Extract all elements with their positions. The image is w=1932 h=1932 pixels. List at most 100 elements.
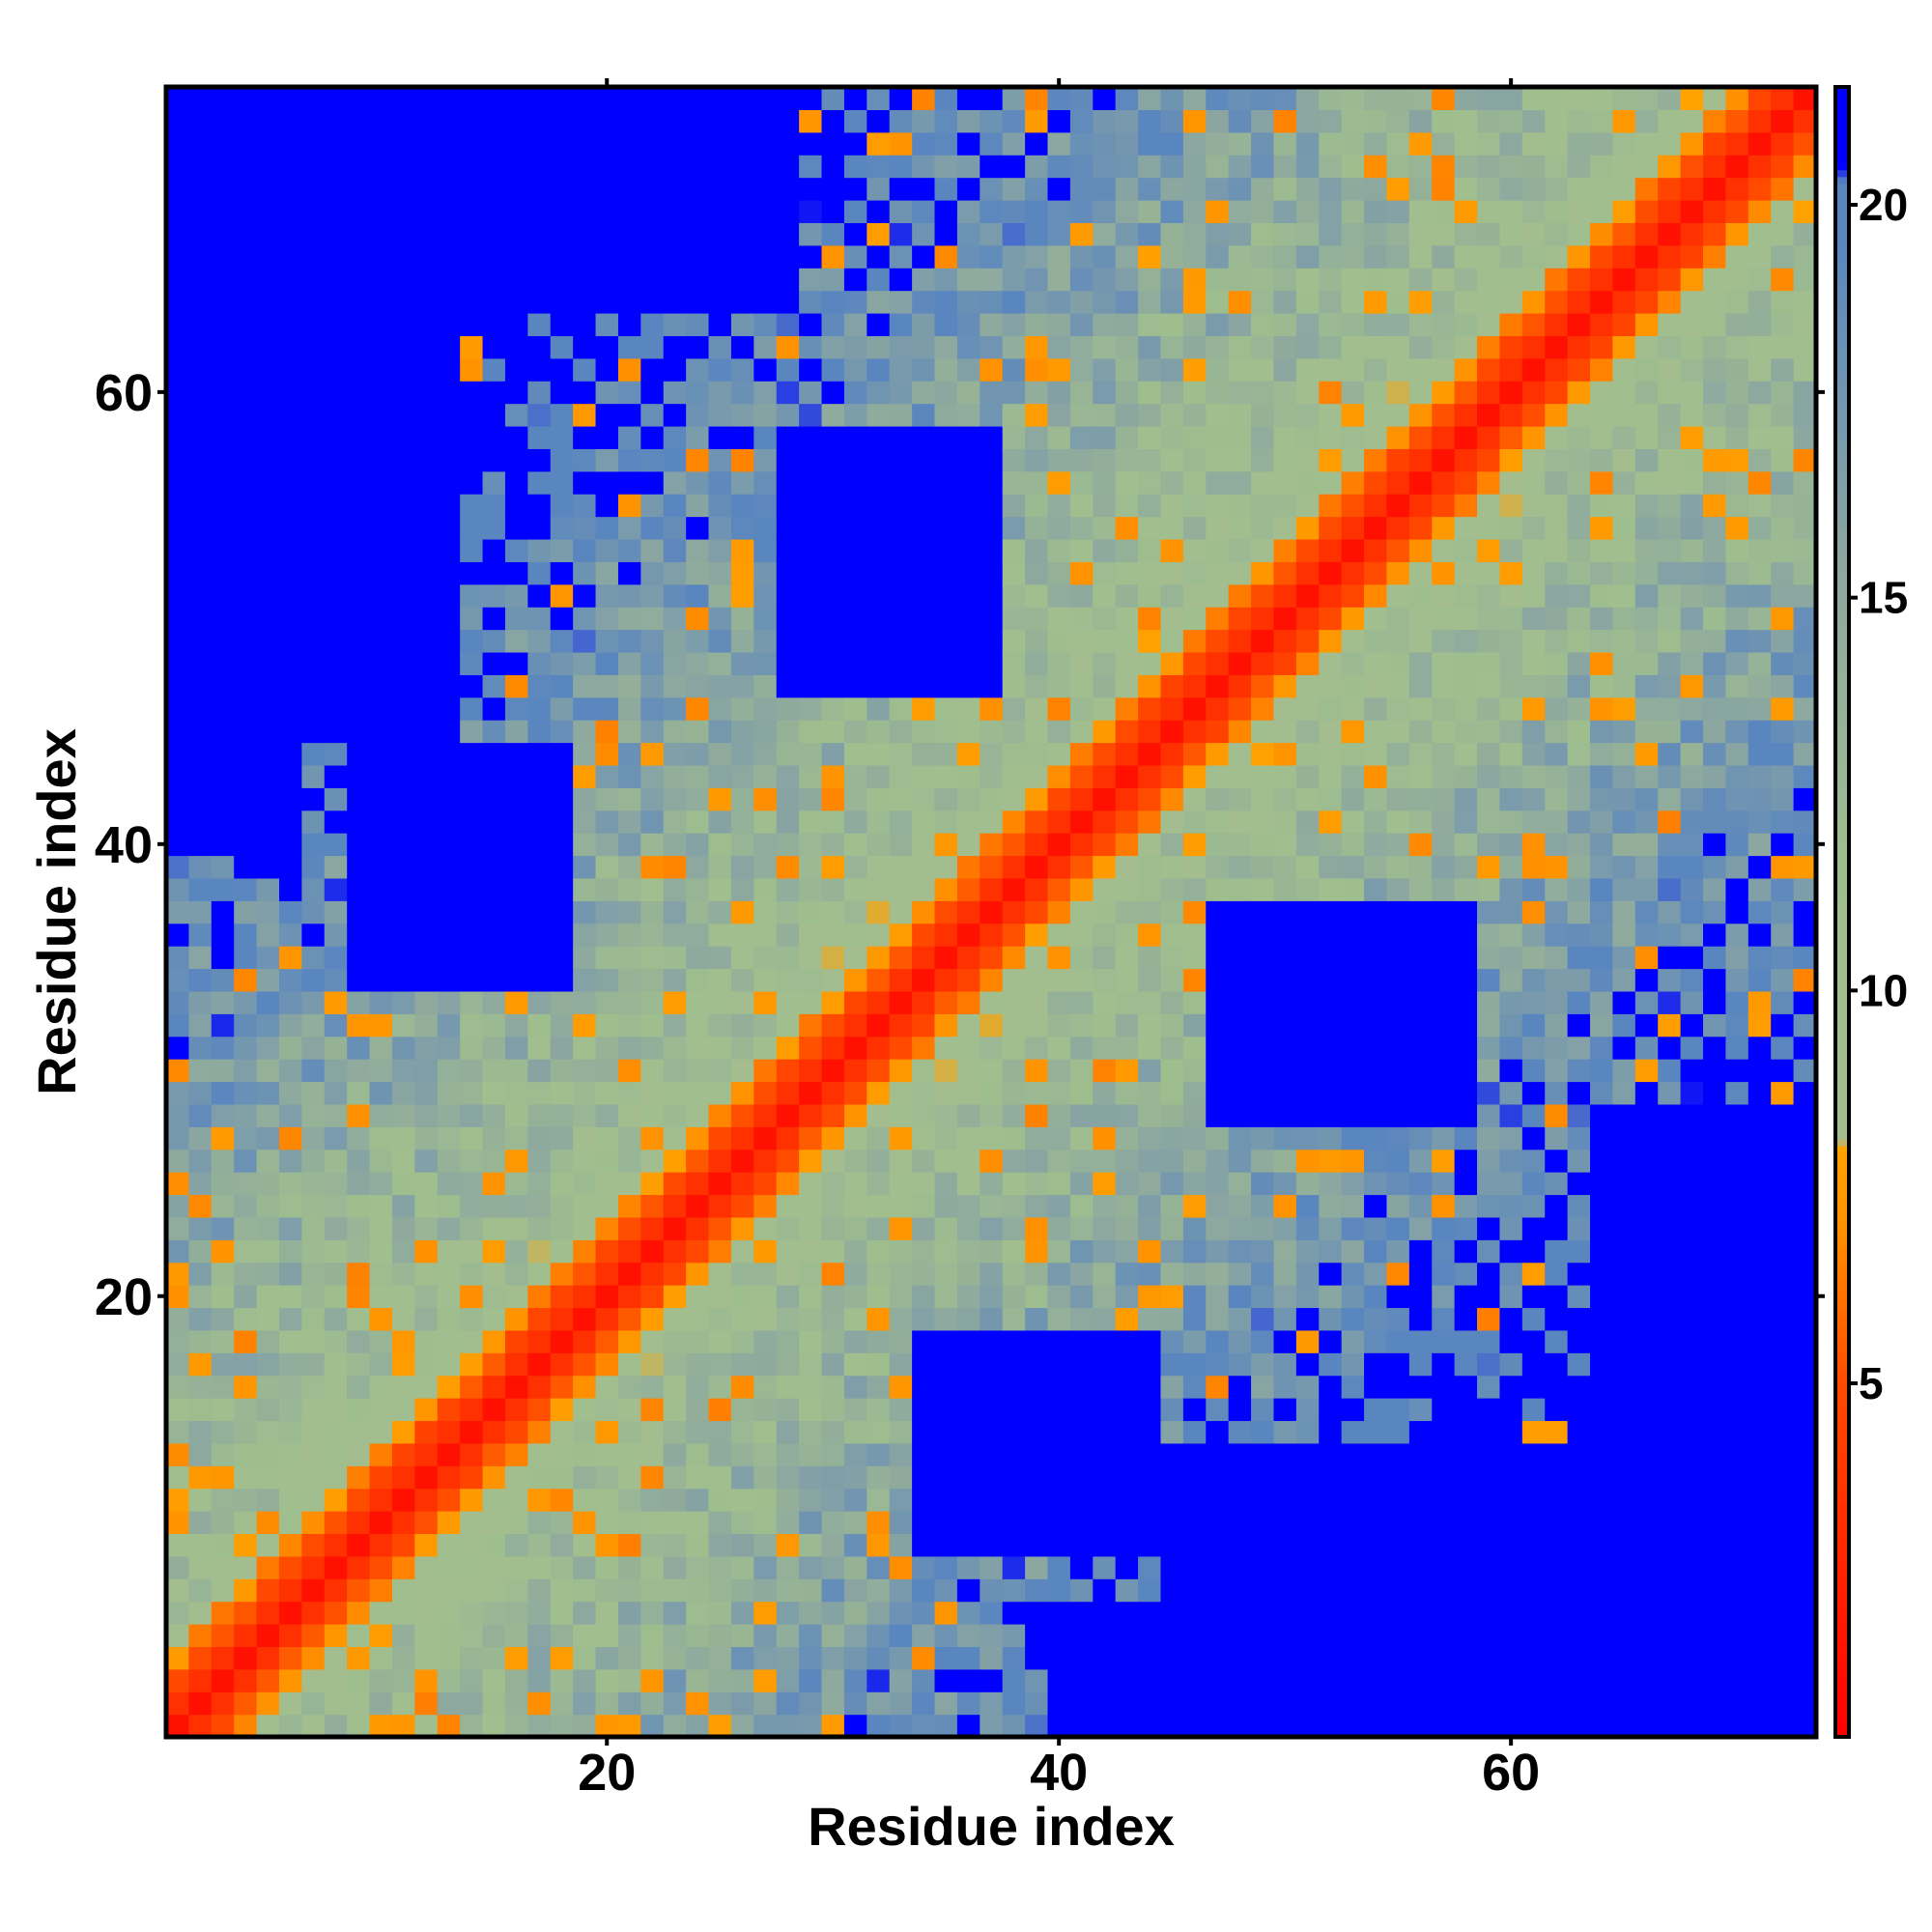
- heatmap-cell: [799, 1172, 823, 1196]
- heatmap-cell: [324, 651, 348, 675]
- heatmap-cell: [617, 607, 641, 631]
- heatmap-cell: [1658, 968, 1682, 992]
- heatmap-cell: [1069, 607, 1094, 631]
- heatmap-cell: [980, 968, 1004, 992]
- heatmap-cell: [640, 448, 665, 472]
- heatmap-cell: [391, 742, 415, 766]
- heatmap-cell: [1025, 1442, 1049, 1466]
- heatmap-cell: [1295, 1691, 1320, 1716]
- heatmap-cell: [912, 335, 936, 359]
- heatmap-cell: [1273, 810, 1297, 834]
- heatmap-cell: [1206, 1442, 1230, 1466]
- heatmap-cell: [1115, 1624, 1139, 1648]
- heatmap-cell: [1364, 1375, 1388, 1399]
- heatmap-cell: [414, 131, 439, 156]
- heatmap-cell: [1273, 1216, 1297, 1240]
- heatmap-cell: [301, 177, 326, 201]
- heatmap-cell: [1703, 1126, 1727, 1151]
- heatmap-cell: [640, 1465, 665, 1490]
- heatmap-cell: [1658, 199, 1682, 223]
- heatmap-cell: [347, 516, 371, 540]
- heatmap-cell: [867, 381, 891, 405]
- heatmap-cell: [1069, 1013, 1094, 1037]
- heatmap-cell: [1567, 764, 1591, 788]
- heatmap-cell: [1206, 877, 1230, 901]
- heatmap-cell: [1047, 1239, 1071, 1264]
- heatmap-cell: [1341, 1714, 1365, 1738]
- heatmap-cell: [1273, 877, 1297, 901]
- heatmap-cell: [1069, 494, 1094, 518]
- heatmap-cell: [188, 1081, 213, 1105]
- heatmap-cell: [369, 833, 393, 857]
- heatmap-cell: [1206, 1262, 1230, 1286]
- heatmap-cell: [211, 1194, 235, 1218]
- heatmap-cell: [324, 968, 348, 992]
- heatmap-cell: [1093, 1036, 1117, 1060]
- heatmap-cell: [234, 1668, 258, 1692]
- heatmap-cell: [1160, 470, 1184, 495]
- heatmap-cell: [369, 244, 393, 269]
- heatmap-cell: [1499, 494, 1523, 518]
- heatmap-cell: [1477, 1307, 1501, 1331]
- heatmap-cell: [1477, 1691, 1501, 1716]
- heatmap-cell: [324, 1307, 348, 1331]
- heatmap-cell: [1138, 1036, 1162, 1060]
- heatmap-cell: [1364, 720, 1388, 744]
- heatmap-cell: [799, 946, 823, 970]
- heatmap-cell: [799, 607, 823, 631]
- heatmap-cell: [1680, 877, 1704, 901]
- heatmap-cell: [1138, 1578, 1162, 1603]
- heatmap-cell: [821, 651, 845, 675]
- heatmap-cell: [912, 268, 936, 292]
- heatmap-cell: [1182, 177, 1207, 201]
- heatmap-cell: [1002, 923, 1026, 947]
- heatmap-cell: [414, 1307, 439, 1331]
- heatmap-cell: [1634, 1555, 1659, 1579]
- heatmap-cell: [799, 1329, 823, 1353]
- heatmap-cell: [730, 855, 754, 879]
- heatmap-cell: [391, 335, 415, 359]
- heatmap-cell: [889, 1036, 913, 1060]
- heatmap-cell: [686, 357, 710, 382]
- heatmap-cell: [730, 1194, 754, 1218]
- heatmap-cell: [369, 1465, 393, 1490]
- heatmap-cell: [1295, 1624, 1320, 1648]
- heatmap-cell: [1477, 538, 1501, 562]
- heatmap-cell: [1228, 1465, 1252, 1490]
- heatmap-cell: [1047, 696, 1071, 721]
- heatmap-cell: [1069, 1442, 1094, 1466]
- heatmap-cell: [1612, 538, 1636, 562]
- heatmap-cell: [1228, 1216, 1252, 1240]
- heatmap-cell: [821, 1668, 845, 1692]
- heatmap-cell: [278, 946, 302, 970]
- heatmap-cell: [482, 222, 506, 246]
- heatmap-cell: [595, 674, 619, 698]
- heatmap-cell: [324, 1375, 348, 1399]
- heatmap-cell: [1319, 1398, 1343, 1422]
- heatmap-cell: [1658, 1013, 1682, 1037]
- heatmap-cell: [437, 1578, 461, 1603]
- heatmap-cell: [1567, 1465, 1591, 1490]
- heatmap-cell: [1182, 810, 1207, 834]
- heatmap-cell: [278, 990, 302, 1014]
- heatmap-cell: [391, 199, 415, 223]
- heatmap-cell: [708, 1442, 732, 1466]
- heatmap-cell: [188, 448, 213, 472]
- heatmap-cell: [1047, 516, 1071, 540]
- heatmap-cell: [980, 1126, 1004, 1151]
- heatmap-cell: [1634, 1691, 1659, 1716]
- heatmap-cell: [527, 1352, 552, 1377]
- heatmap-cell: [686, 607, 710, 631]
- heatmap-cell: [1069, 268, 1094, 292]
- heatmap-cell: [1658, 470, 1682, 495]
- heatmap-cell: [1499, 742, 1523, 766]
- heatmap-cell: [663, 403, 687, 427]
- heatmap-cell: [527, 199, 552, 223]
- heatmap-cell: [730, 1036, 754, 1060]
- heatmap-cell: [347, 1103, 371, 1127]
- heatmap-cell: [1432, 833, 1456, 857]
- heatmap-cell: [391, 787, 415, 811]
- heatmap-cell: [1499, 403, 1523, 427]
- heatmap-cell: [234, 1194, 258, 1218]
- heatmap-cell: [1364, 810, 1388, 834]
